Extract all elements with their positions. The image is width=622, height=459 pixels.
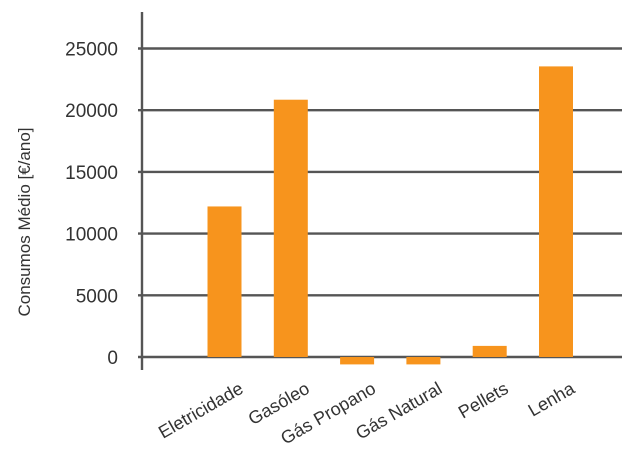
y-tick-label: 15000 bbox=[65, 163, 118, 184]
bar-eletricidade bbox=[207, 206, 242, 357]
y-tick-label: 10000 bbox=[65, 225, 118, 246]
bar-gas-leo bbox=[273, 99, 308, 357]
y-tick-label: 25000 bbox=[65, 40, 118, 61]
x-tick-label: Lenha bbox=[525, 378, 579, 421]
x-tick-label: Pellets bbox=[455, 378, 512, 422]
y-tick-label: 20000 bbox=[65, 101, 118, 122]
y-tick-label: 5000 bbox=[76, 286, 118, 307]
bars bbox=[207, 66, 573, 365]
y-axis-title: Consumos Médio [€/ano] bbox=[15, 128, 34, 317]
bar-g-s-natural bbox=[406, 357, 441, 365]
bar-lenha bbox=[539, 66, 573, 357]
bar-pellets bbox=[472, 345, 507, 357]
y-tick-label: 0 bbox=[107, 348, 118, 369]
bar-g-s-propano bbox=[340, 357, 375, 365]
y-tick-labels: 0 5000 10000 15000 20000 25000 bbox=[65, 40, 118, 370]
x-tick-label: Eletricidade bbox=[155, 378, 246, 442]
